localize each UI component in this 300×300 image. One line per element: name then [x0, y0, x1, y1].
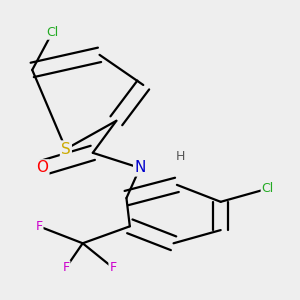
- Text: H: H: [176, 150, 185, 163]
- Text: S: S: [61, 142, 71, 157]
- Text: Cl: Cl: [262, 182, 274, 195]
- Text: N: N: [134, 160, 146, 175]
- Text: F: F: [110, 261, 116, 274]
- Text: F: F: [35, 220, 43, 233]
- Text: O: O: [36, 160, 48, 175]
- Text: F: F: [62, 261, 69, 274]
- Text: Cl: Cl: [46, 26, 59, 39]
